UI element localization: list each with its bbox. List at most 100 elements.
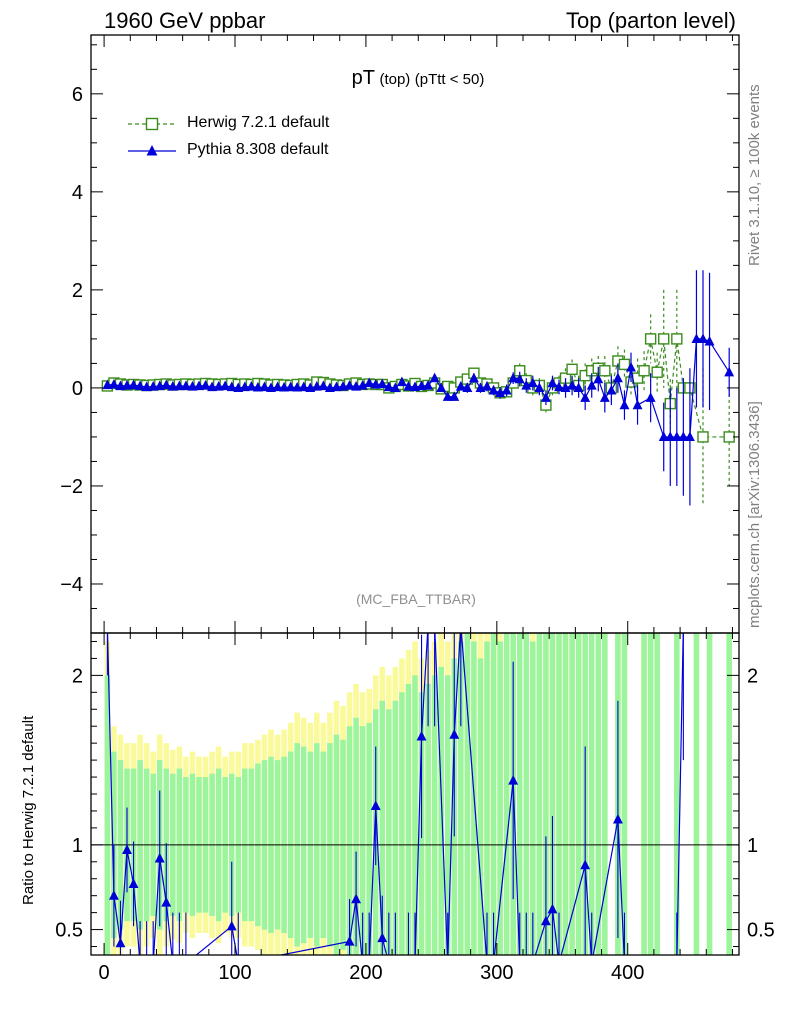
- pythia-marker: [384, 958, 394, 968]
- mcplots-label: mcplots.cern.ch [arXiv:1306.3436]: [746, 401, 763, 628]
- herwig-marker: [618, 358, 631, 371]
- pythia-marker: [292, 381, 303, 392]
- pythia-marker: [521, 379, 532, 390]
- pythia-marker: [580, 392, 591, 402]
- band-inner: [477, 658, 484, 955]
- y-tick-label: 4: [72, 182, 83, 204]
- pythia-marker: [115, 937, 126, 948]
- band-inner: [543, 633, 549, 955]
- pythia-marker: [357, 379, 368, 390]
- pythia-marker: [554, 381, 564, 392]
- pythia-marker: [161, 896, 172, 907]
- main-series: [101, 270, 735, 506]
- pythia-marker: [364, 377, 375, 388]
- band-inner: [484, 641, 490, 955]
- pythia-marker: [194, 380, 204, 391]
- pythia-marker: [508, 774, 519, 785]
- pythia-marker: [645, 392, 656, 402]
- y-tick-label: 0: [72, 378, 83, 400]
- pythia-marker: [135, 958, 145, 968]
- band-inner: [647, 633, 654, 955]
- pythia-marker: [599, 392, 610, 402]
- pythia-marker: [416, 380, 427, 391]
- header-left-label: 1960 GeV ppbar: [104, 8, 266, 33]
- y-tick-label-right: 2: [747, 665, 758, 687]
- x-tick-label: 300: [480, 962, 513, 984]
- band-inner: [621, 633, 628, 955]
- pythia-marker: [540, 392, 551, 402]
- pythia-marker: [102, 379, 113, 390]
- pythia-marker: [698, 333, 708, 344]
- herwig-marker: [145, 117, 159, 131]
- y-tick-label: 0.5: [55, 920, 83, 942]
- pythia-marker: [174, 380, 185, 391]
- band-inner: [379, 700, 386, 955]
- pythia-marker: [501, 384, 512, 395]
- band-inner: [431, 675, 438, 955]
- title-paren: (top): [379, 71, 411, 88]
- x-tick-label: 200: [349, 962, 382, 984]
- pythia-marker: [311, 380, 322, 391]
- pythia-marker: [587, 958, 597, 968]
- band-inner: [392, 700, 399, 955]
- pythia-marker: [390, 958, 400, 968]
- band-inner: [438, 666, 444, 955]
- band-inner: [536, 633, 543, 955]
- pythia-marker: [174, 958, 184, 968]
- pythia-marker: [560, 382, 571, 393]
- herwig-marker: [599, 365, 611, 377]
- axes-frame: −4 −2 0 2 4 6 0.5 0.5 1 1 2 2 0 100 200 300 400: [55, 34, 775, 984]
- pythia-marker: [514, 373, 525, 384]
- pythia-marker: [187, 380, 198, 391]
- band-inner: [588, 633, 595, 955]
- pythia-marker: [168, 958, 178, 968]
- pythia-marker: [678, 431, 689, 442]
- pythia-marker: [482, 380, 492, 391]
- band-inner: [523, 633, 530, 955]
- pythia-marker: [612, 813, 623, 824]
- header-right-label: Top (parton level): [566, 8, 736, 33]
- plot-title: pT (top) (pTtt < 50): [352, 67, 485, 90]
- pythia-marker: [554, 958, 564, 968]
- band-inner: [405, 683, 412, 955]
- pythia-marker: [724, 366, 735, 377]
- band-inner: [654, 633, 660, 955]
- pythia-marker: [423, 379, 434, 390]
- pythia-marker: [161, 379, 172, 390]
- pythia-marker: [148, 958, 158, 968]
- pythia-marker: [226, 381, 237, 392]
- herwig-marker: [651, 366, 663, 378]
- x-tick-label: 400: [611, 962, 644, 984]
- pythia-marker: [220, 380, 231, 391]
- ratio-y-axis-label: Ratio to Herwig 7.2.1 default: [20, 715, 37, 905]
- band-inner: [399, 692, 405, 955]
- pythia-marker: [128, 379, 139, 390]
- band-inner: [497, 641, 503, 955]
- pythia-marker: [226, 920, 237, 931]
- pythia-marker: [423, 619, 433, 629]
- herwig-marker: [638, 365, 650, 377]
- pythia-marker: [370, 378, 381, 389]
- band-inner: [556, 633, 562, 955]
- pythia-marker: [455, 380, 466, 391]
- pythia-marker: [383, 381, 394, 392]
- pythia-marker: [429, 372, 440, 383]
- herwig-marker: [697, 431, 709, 443]
- pythia-marker: [573, 382, 584, 393]
- legend-label-herwig: Herwig 7.2.1 default: [187, 114, 330, 131]
- pythia-marker: [410, 958, 420, 968]
- band-inner: [464, 633, 471, 955]
- pythia-marker: [442, 391, 453, 401]
- band-inner: [595, 633, 602, 955]
- band-inner: [458, 641, 464, 955]
- pythia-marker: [108, 378, 119, 389]
- band-inner: [562, 633, 569, 955]
- y-tick-label: −2: [60, 476, 83, 498]
- pythia-marker: [449, 729, 460, 739]
- pythia-marker: [154, 852, 165, 863]
- pythia-marker: [344, 379, 355, 390]
- pythia-marker: [148, 380, 159, 391]
- band-inner: [353, 717, 359, 955]
- pythia-marker: [704, 335, 715, 346]
